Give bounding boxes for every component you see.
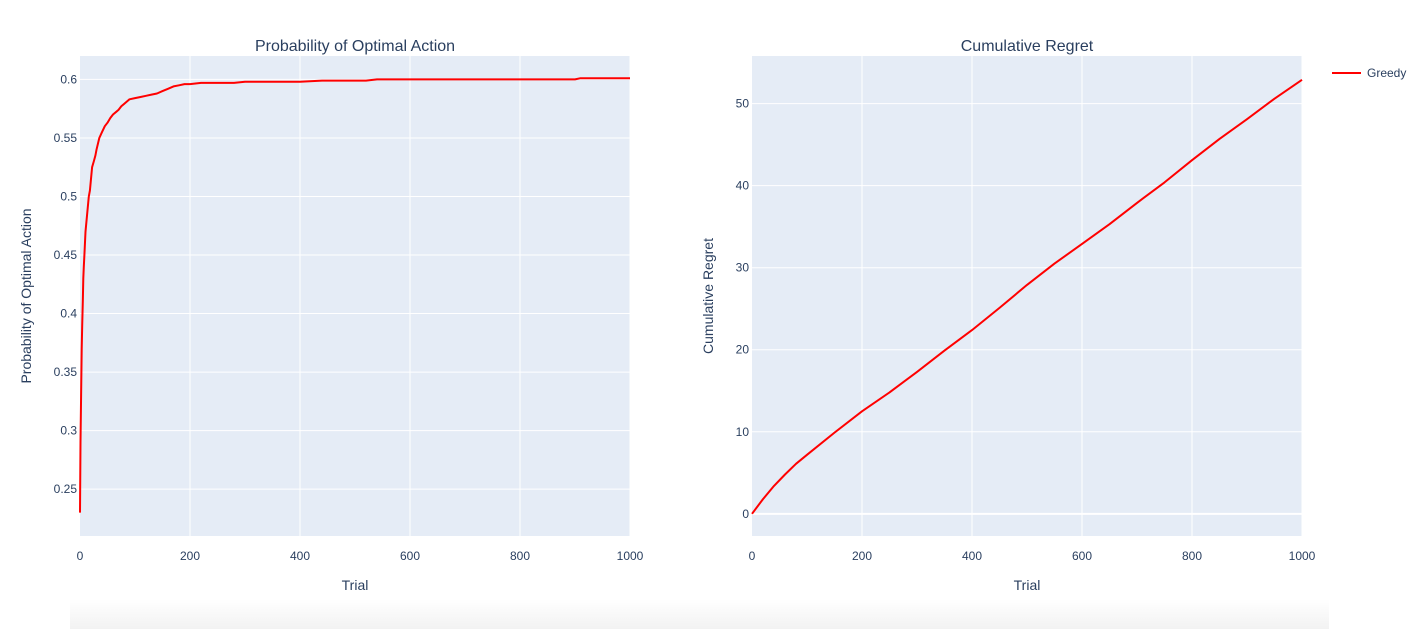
y-tick-label: 0.55 [54, 131, 78, 145]
chart-optimal-action: 0 200 400 600 800 1000 0.250.30.350.40.450.50… [18, 38, 644, 593]
plot-area [80, 56, 630, 536]
x-tick-label: 800 [510, 549, 530, 563]
chart-title: Probability of Optimal Action [255, 38, 455, 55]
chart-title: Cumulative Regret [961, 38, 1094, 55]
x-tick-labels: 0 200 400 600 800 1000 [749, 549, 1316, 563]
series-layer [751, 78, 1303, 515]
x-tick-label: 600 [1072, 549, 1092, 563]
y-tick-label: 10 [736, 425, 750, 439]
x-tick-label: 0 [749, 549, 756, 563]
x-tick-label: 200 [180, 549, 200, 563]
y-tick-labels: 0.25 0.3 0.35 0.4 0.45 0.5 0.55 0.6 [54, 72, 78, 496]
series-layer [79, 77, 630, 513]
x-tick-label: 400 [962, 549, 982, 563]
plot-area [752, 56, 1302, 536]
y-tick-label: 0.25 [54, 482, 78, 496]
x-axis-label: Trial [1014, 577, 1041, 593]
x-axis-label: Trial [342, 577, 369, 593]
x-tick-label: 1000 [1289, 549, 1316, 563]
x-tick-label: 400 [290, 549, 310, 563]
y-tick-label: 20 [736, 343, 750, 357]
y-tick-label: 0.5 [60, 189, 77, 203]
x-tick-label: 0 [77, 549, 84, 563]
y-axis-label: Cumulative Regret [700, 238, 716, 354]
legend-label-greedy[interactable]: Greedy [1367, 66, 1406, 80]
legend[interactable]: Greedy [1332, 66, 1406, 80]
y-tick-label: 0.3 [60, 424, 77, 438]
y-tick-label: 0.6 [60, 72, 77, 86]
y-tick-label: 0.4 [60, 307, 77, 321]
series-line-greedy [79, 77, 630, 513]
y-tick-label: 0 [742, 507, 749, 521]
x-tick-label: 200 [852, 549, 872, 563]
y-tick-labels: 0 10 20 30 40 50 [736, 97, 750, 521]
x-tick-labels: 0 200 400 600 800 1000 [77, 549, 644, 563]
x-tick-label: 1000 [617, 549, 644, 563]
x-tick-label: 600 [400, 549, 420, 563]
chart-cumulative-regret: 0 200 400 600 800 1000 0 10 20 30 40 50 Cumulative… [700, 38, 1316, 593]
y-tick-label: 50 [736, 97, 750, 111]
y-tick-label: 30 [736, 261, 750, 275]
x-tick-label: 800 [1182, 549, 1202, 563]
grid-lines [752, 56, 1303, 536]
y-tick-label: 0.45 [54, 248, 78, 262]
y-tick-label: 40 [736, 179, 750, 193]
series-line-greedy [751, 78, 1303, 515]
y-tick-label: 0.35 [54, 365, 78, 379]
y-axis-label: Probability of Optimal Action [18, 208, 34, 383]
